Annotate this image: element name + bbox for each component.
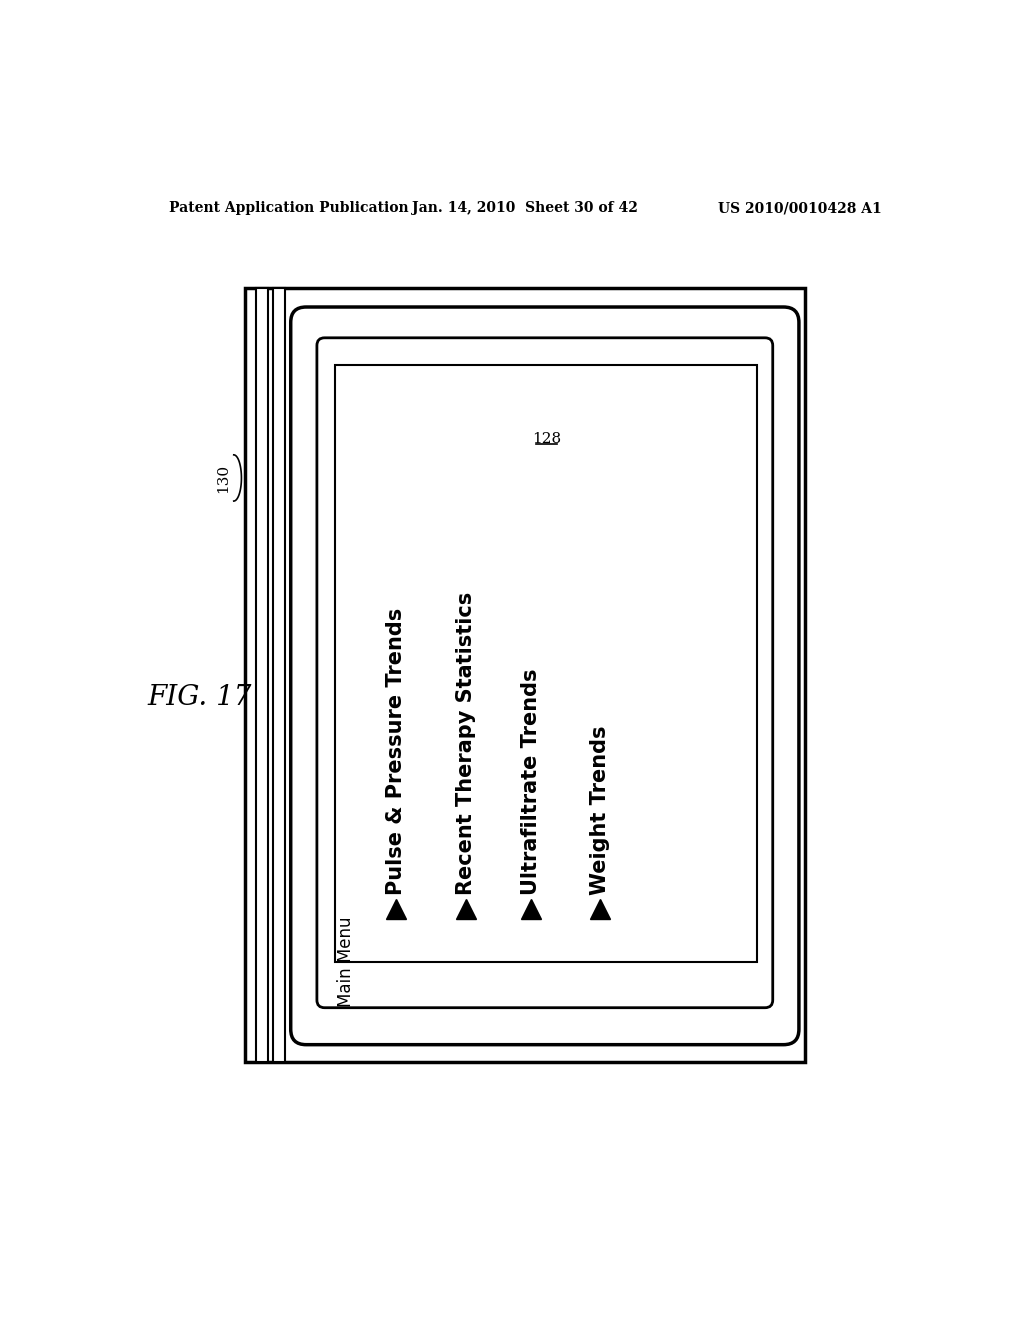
Text: US 2010/0010428 A1: US 2010/0010428 A1 xyxy=(718,202,882,215)
Text: 130: 130 xyxy=(216,463,230,492)
Bar xyxy=(256,288,268,1061)
Text: Patent Application Publication: Patent Application Publication xyxy=(169,202,409,215)
Bar xyxy=(335,364,757,961)
FancyBboxPatch shape xyxy=(316,338,773,1007)
Text: Weight Trends: Weight Trends xyxy=(590,726,610,895)
Text: Recent Therapy Statistics: Recent Therapy Statistics xyxy=(456,593,475,895)
Text: 128: 128 xyxy=(531,432,561,446)
FancyBboxPatch shape xyxy=(291,308,799,1044)
Text: FIG. 17: FIG. 17 xyxy=(147,684,252,711)
Text: Ultrafiltrate Trends: Ultrafiltrate Trends xyxy=(521,669,541,895)
Bar xyxy=(273,288,286,1061)
Text: Pulse & Pressure Trends: Pulse & Pressure Trends xyxy=(386,609,407,895)
Text: Jan. 14, 2010  Sheet 30 of 42: Jan. 14, 2010 Sheet 30 of 42 xyxy=(412,202,638,215)
Bar xyxy=(245,288,805,1061)
Text: Main Menu: Main Menu xyxy=(337,917,355,1007)
